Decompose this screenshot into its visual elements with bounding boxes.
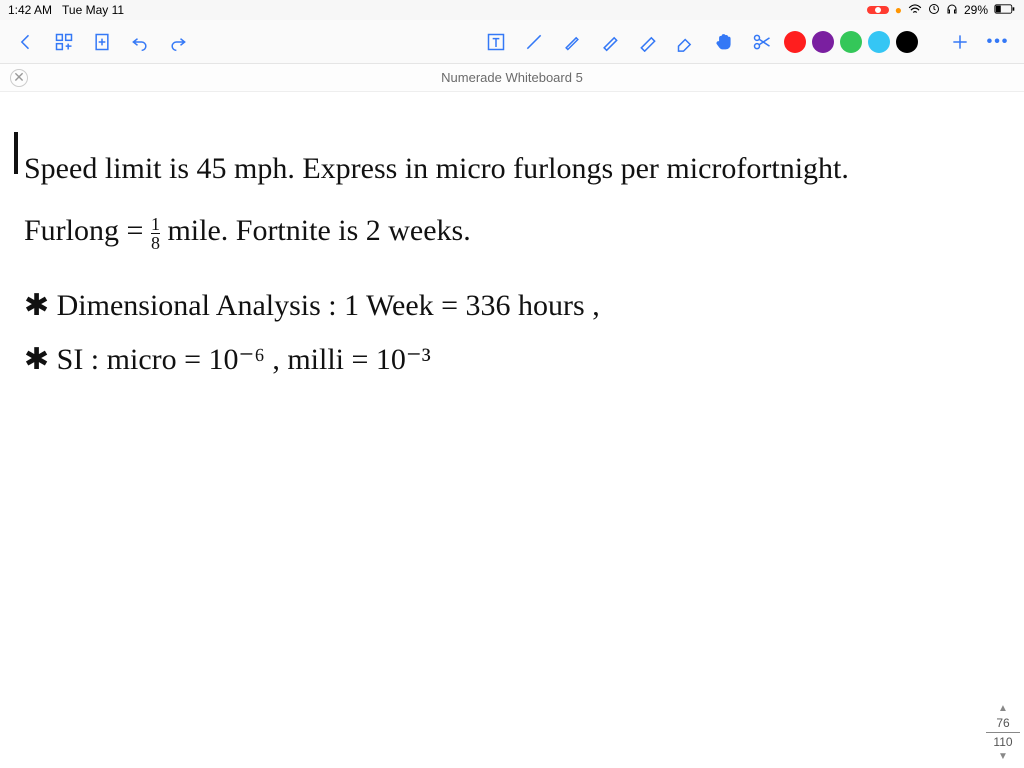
line-tool-button[interactable] bbox=[518, 26, 550, 58]
battery-pct: 29% bbox=[964, 3, 988, 17]
orange-dot-icon: ● bbox=[895, 3, 902, 17]
page-up-button[interactable]: ▲ bbox=[998, 703, 1008, 714]
redo-button[interactable] bbox=[162, 26, 194, 58]
page-down-button[interactable]: ▼ bbox=[998, 751, 1008, 762]
color-black[interactable] bbox=[896, 31, 918, 53]
hw-line-2: Furlong = 18 mile. Fortnite is 2 weeks. bbox=[24, 214, 471, 252]
text-tool-button[interactable] bbox=[480, 26, 512, 58]
orientation-lock-icon bbox=[928, 3, 940, 18]
pen-medium-button[interactable] bbox=[594, 26, 626, 58]
headphones-icon bbox=[946, 3, 958, 18]
whiteboard-canvas[interactable]: Speed limit is 45 mph. Express in micro … bbox=[0, 92, 1024, 768]
status-bar: 1:42 AM Tue May 11 ● 29% bbox=[0, 0, 1024, 20]
title-row: ✕ Numerade Whiteboard 5 bbox=[0, 64, 1024, 92]
toolbar: ••• bbox=[0, 20, 1024, 64]
hw-line-3: ✱ Dimensional Analysis : 1 Week = 336 ho… bbox=[24, 288, 600, 323]
hw-line-1: Speed limit is 45 mph. Express in micro … bbox=[24, 152, 849, 186]
record-dot-icon bbox=[875, 7, 881, 13]
add-button[interactable] bbox=[944, 26, 976, 58]
hand-tool-button[interactable] bbox=[708, 26, 740, 58]
color-purple[interactable] bbox=[812, 31, 834, 53]
scissors-button[interactable] bbox=[746, 26, 778, 58]
status-date: Tue May 11 bbox=[62, 3, 124, 17]
undo-button[interactable] bbox=[124, 26, 156, 58]
close-icon[interactable]: ✕ bbox=[10, 69, 28, 87]
battery-icon bbox=[994, 3, 1016, 18]
wifi-icon bbox=[908, 3, 922, 18]
text-caret bbox=[14, 132, 18, 174]
pen-thick-button[interactable] bbox=[632, 26, 664, 58]
back-button[interactable] bbox=[10, 26, 42, 58]
new-page-button[interactable] bbox=[86, 26, 118, 58]
document-title: Numerade Whiteboard 5 bbox=[441, 70, 583, 85]
more-button[interactable]: ••• bbox=[982, 26, 1014, 58]
page-total: 110 bbox=[993, 733, 1012, 751]
color-green[interactable] bbox=[840, 31, 862, 53]
color-red[interactable] bbox=[784, 31, 806, 53]
grid-add-button[interactable] bbox=[48, 26, 80, 58]
eraser-button[interactable] bbox=[670, 26, 702, 58]
page-stepper: ▲ 76 110 ▼ bbox=[986, 703, 1020, 762]
screen-record-pill[interactable] bbox=[867, 6, 889, 14]
pen-thin-button[interactable] bbox=[556, 26, 588, 58]
hw-line-4: ✱ SI : micro = 10⁻⁶ , milli = 10⁻³ bbox=[24, 342, 431, 377]
page-current: 76 bbox=[986, 714, 1020, 733]
color-cyan[interactable] bbox=[868, 31, 890, 53]
status-time: 1:42 AM bbox=[8, 3, 52, 17]
